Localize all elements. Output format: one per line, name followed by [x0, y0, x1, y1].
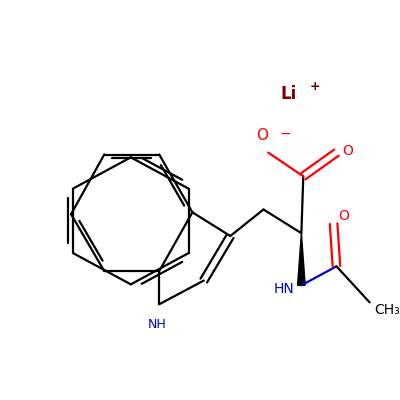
Text: O: O [342, 144, 353, 158]
Text: O: O [338, 209, 349, 223]
Text: +: + [310, 80, 320, 93]
Polygon shape [298, 233, 305, 285]
Text: HN: HN [274, 282, 295, 296]
Text: −: − [280, 127, 291, 141]
Text: NH: NH [148, 318, 167, 330]
Text: CH₃: CH₃ [374, 303, 400, 317]
Text: O: O [256, 128, 268, 143]
Text: Li: Li [281, 85, 297, 103]
